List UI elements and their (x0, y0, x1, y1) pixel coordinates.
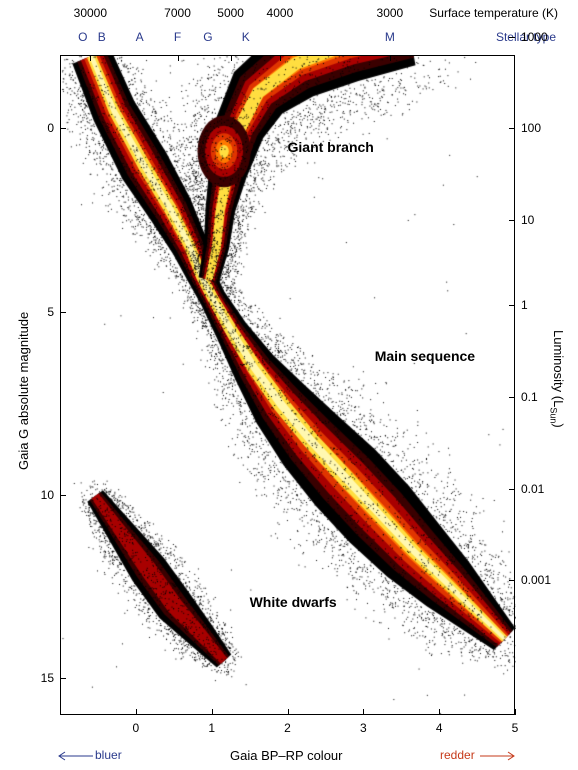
left-tick (60, 495, 66, 496)
bottom-tick (288, 709, 289, 715)
bottom-tick-label: 3 (360, 721, 367, 735)
stellar-type-label: M (385, 30, 395, 44)
right-axis-label-tail: ) (551, 423, 566, 427)
left-tick (60, 678, 66, 679)
white-dwarfs-annotation: White dwarfs (250, 594, 337, 610)
giant-branch-annotation: Giant branch (288, 139, 374, 155)
stellar-type-label: O (78, 30, 87, 44)
stellar-type-label: K (242, 30, 250, 44)
right-axis-label: Luminosity (LSun) (548, 330, 566, 428)
left-tick (60, 128, 66, 129)
bottom-tick (212, 709, 213, 715)
left-tick-label: 10 (32, 488, 54, 502)
top-temp-tick-label: 3000 (377, 6, 404, 20)
right-tick (509, 37, 515, 38)
top-temp-tick (280, 55, 281, 61)
left-tick (60, 312, 66, 313)
redder-legend: redder (440, 748, 475, 762)
top-temp-tick (178, 55, 179, 61)
bottom-tick (136, 709, 137, 715)
top-temp-tick-label: 30000 (74, 6, 107, 20)
top-temp-tick-label: 7000 (164, 6, 191, 20)
left-tick-label: 5 (32, 305, 54, 319)
bottom-tick-label: 5 (512, 721, 519, 735)
right-axis-label-text: Luminosity (L (551, 330, 566, 407)
left-tick-label: 0 (32, 121, 54, 135)
bottom-tick (439, 709, 440, 715)
stellar-type-label: B (98, 30, 106, 44)
right-tick-label: 10 (521, 213, 534, 227)
bottom-tick-label: 4 (436, 721, 443, 735)
top-temp-tick (90, 55, 91, 61)
right-tick-label: 0.001 (521, 573, 551, 587)
right-tick-label: 100 (521, 121, 541, 135)
bluer-arrow-icon (55, 750, 93, 762)
top-temperature-axis-label: Surface temperature (K) (429, 6, 558, 20)
right-tick (509, 397, 515, 398)
stellar-type-label: G (203, 30, 212, 44)
bottom-tick-label: 0 (132, 721, 139, 735)
right-tick-label: 1 (521, 298, 528, 312)
bluer-legend: bluer (95, 748, 122, 762)
bottom-tick (515, 709, 516, 715)
right-axis-label-sub: Sun (548, 407, 558, 423)
right-tick (509, 305, 515, 306)
right-tick (509, 128, 515, 129)
right-tick (509, 489, 515, 490)
left-tick-label: 15 (32, 671, 54, 685)
right-tick (509, 220, 515, 221)
right-tick-label: 0.01 (521, 482, 544, 496)
hr-diagram-figure: Surface temperature (K) Stellar type Gai… (0, 0, 578, 770)
top-temp-tick-label: 4000 (267, 6, 294, 20)
bottom-tick-label: 1 (208, 721, 215, 735)
stellar-type-label: A (136, 30, 144, 44)
bottom-axis-label: Gaia BP–RP colour (230, 748, 343, 763)
redder-arrow-icon (480, 750, 518, 762)
left-axis-label: Gaia G absolute magnitude (16, 312, 31, 470)
bottom-tick (363, 709, 364, 715)
top-temp-tick-label: 5000 (217, 6, 244, 20)
right-tick (509, 580, 515, 581)
bottom-tick-label: 2 (284, 721, 291, 735)
main-sequence-annotation: Main sequence (375, 348, 475, 364)
right-tick-label: 0.1 (521, 390, 538, 404)
top-temp-tick (231, 55, 232, 61)
top-temp-tick (390, 55, 391, 61)
right-tick-label: 1000 (521, 30, 548, 44)
stellar-type-label: F (174, 30, 181, 44)
